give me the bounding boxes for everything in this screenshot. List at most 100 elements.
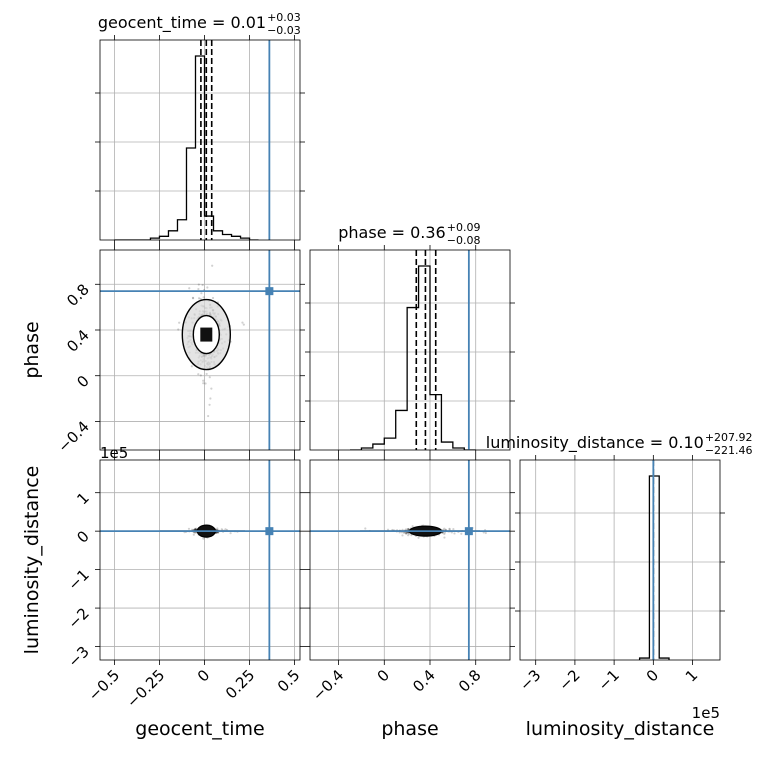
c-sample-point xyxy=(211,264,214,267)
c-sample-point xyxy=(199,374,202,377)
c-ytick-label-0: −0.4 xyxy=(54,418,92,456)
f-sample-point xyxy=(417,536,420,539)
c-sample-point xyxy=(200,292,203,295)
f-sample-point xyxy=(443,532,446,536)
y-axis-label-luminosity-distance: luminosity_distance xyxy=(21,466,43,655)
c-sample-point xyxy=(191,296,195,299)
f-sample-point xyxy=(407,527,410,531)
panel-title-sup-1: +0.09 xyxy=(447,221,481,234)
y-axis-label-phase: phase xyxy=(21,321,43,378)
e-ytick-label-1: −2 xyxy=(64,604,92,632)
e-sample-point xyxy=(193,528,197,531)
g-xtick-label-4: 1 xyxy=(682,666,701,685)
f-sample-point xyxy=(484,531,487,535)
f-xtick-label-1: 0 xyxy=(374,666,393,685)
e-ytick-label-0: −3 xyxy=(64,643,92,671)
c-sample-point xyxy=(209,397,212,400)
e-truth-group xyxy=(100,460,300,660)
x-axis-label-geocent-time: geocent_time xyxy=(135,718,264,740)
e-sample-point xyxy=(194,528,197,531)
f-xtick-label-0: −0.4 xyxy=(309,666,347,704)
e-sample-point xyxy=(187,527,191,530)
f-truth-group xyxy=(310,460,510,660)
c-sample-point xyxy=(208,403,211,406)
e-truth-marker xyxy=(265,527,274,536)
c-sample-point xyxy=(211,296,215,300)
e-sample-point xyxy=(216,531,219,534)
c-sample-point xyxy=(190,365,193,368)
panel-f-frame xyxy=(309,459,511,661)
e-xtick-label-4: 0.5 xyxy=(274,666,304,696)
f-sample-point xyxy=(404,532,407,535)
f-sample-point xyxy=(404,528,408,531)
e-sample-point xyxy=(194,527,197,530)
e-xtick-label-1: −0.25 xyxy=(123,666,168,711)
e-ytick-label-3: 0 xyxy=(73,527,92,546)
f-sample-point xyxy=(460,532,463,535)
x-axis-label-luminosity-distance: luminosity_distance xyxy=(526,718,715,740)
f-sample-point xyxy=(407,531,410,534)
f-xtick-label-3: 0.8 xyxy=(455,666,485,696)
c-sample-point xyxy=(202,296,205,299)
f-sample-point xyxy=(410,534,413,537)
panel-title-sub-0: −0.03 xyxy=(267,24,301,37)
f-sample-point xyxy=(364,527,367,530)
a-hist-group xyxy=(114,40,259,240)
panel-title-2: luminosity_distance = 0.10 xyxy=(486,433,704,453)
g-xtick-label-3: 0 xyxy=(643,666,662,685)
f-sample-point xyxy=(405,532,408,535)
panel-e-frame xyxy=(99,459,301,661)
c-scatter-group xyxy=(177,264,245,418)
e-sample-point xyxy=(195,527,198,530)
f-sample-point xyxy=(448,528,451,531)
c-sample-point xyxy=(202,382,205,385)
f-sample-point xyxy=(453,532,456,535)
f-sample-point xyxy=(443,536,446,539)
e-sample-point xyxy=(202,537,205,540)
panel-d-frame xyxy=(309,249,511,451)
panel-g-frame xyxy=(519,459,721,661)
e-xtick-label-0: −0.5 xyxy=(85,666,123,704)
e-sample-point xyxy=(194,531,197,534)
panel-title-sub-2: −221.46 xyxy=(705,444,753,457)
c-sample-point xyxy=(208,376,211,379)
e-sample-point xyxy=(194,528,197,531)
c-sample-point xyxy=(207,414,210,418)
e-ytick-label-2: −1 xyxy=(64,566,92,594)
f-sample-point xyxy=(402,531,405,534)
g-xtick-label-1: −2 xyxy=(555,666,583,694)
e-scatter-group xyxy=(160,524,245,540)
c-sample-point xyxy=(242,323,245,326)
g-xtick-label-2: −1 xyxy=(595,666,623,694)
panel-title-sup-0: +0.03 xyxy=(267,11,301,24)
e-sample-point xyxy=(216,527,219,530)
f-sample-point xyxy=(448,527,451,530)
c-sample-point xyxy=(191,297,195,300)
g-hist-group xyxy=(638,460,670,660)
c-sample-point xyxy=(197,297,201,300)
c-sample-point xyxy=(197,283,200,286)
c-density-peak xyxy=(200,327,213,342)
e-sample-point xyxy=(229,532,232,535)
f-sample-point xyxy=(443,527,446,530)
c-sample-point xyxy=(178,321,181,324)
f-sample-point xyxy=(401,534,404,537)
d-hist-group xyxy=(350,250,476,450)
panel-a-frame xyxy=(99,39,301,241)
panel-c-frame xyxy=(99,249,301,451)
c-ytick-label-3: 0.8 xyxy=(63,280,93,310)
f-sample-point xyxy=(405,532,408,535)
c-sample-point xyxy=(188,287,191,290)
panel-title-0: geocent_time = 0.01 xyxy=(98,13,266,33)
e-xtick-label-3: 0.25 xyxy=(222,666,258,702)
c-truth-group xyxy=(100,250,300,450)
c-ytick-label-2: 0.4 xyxy=(63,326,93,356)
panel-title-sub-1: −0.08 xyxy=(447,234,481,247)
y-offset-label: 1e5 xyxy=(100,444,128,462)
panel-title-sup-2: +207.92 xyxy=(705,431,753,444)
f-sample-point xyxy=(407,534,410,537)
e-sample-point xyxy=(192,533,195,536)
e-ytick-label-4: 1 xyxy=(73,489,92,508)
f-sample-point xyxy=(407,528,410,531)
a-hist-steps xyxy=(114,55,259,240)
